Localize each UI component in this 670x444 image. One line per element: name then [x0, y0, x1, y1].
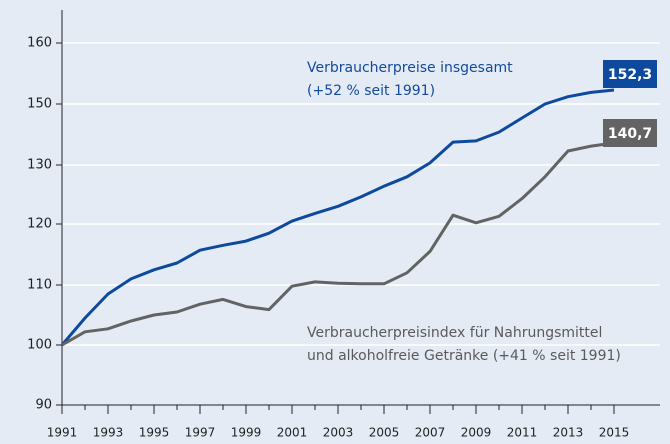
x-tick-label: 2009 [461, 426, 492, 440]
y-tick-label: 150 [27, 97, 52, 112]
annotation: (+52 % seit 1991) [307, 83, 435, 99]
series-line [60, 88, 615, 346]
x-tick-label: 2007 [415, 426, 446, 440]
x-tick-label: 1999 [231, 426, 262, 440]
y-tick-label: 100 [27, 338, 52, 353]
value-box-label: 152,3 [608, 67, 652, 83]
x-tick-label: 1991 [47, 426, 78, 440]
annotation: Verbraucherpreisindex für Nahrungsmittel [307, 325, 602, 341]
x-tick-label: 2003 [323, 426, 354, 440]
x-tick-label: 2005 [369, 426, 400, 440]
y-tick-label: 110 [27, 278, 52, 293]
x-tick-label: 2001 [277, 426, 308, 440]
x-tick-label: 1993 [93, 426, 124, 440]
y-tick-label: 160 [27, 36, 52, 51]
annotation: und alkoholfreie Getränke (+41 % seit 19… [307, 348, 621, 364]
annotation: Verbraucherpreise insgesamt [307, 60, 513, 76]
value-box [603, 60, 657, 88]
x-tick-label: 1997 [185, 426, 216, 440]
x-tick-label: 2011 [507, 426, 538, 440]
y-tick-label: 90 [35, 398, 52, 413]
x-tick-label: 2015 [599, 426, 630, 440]
x-tick-label: 2013 [553, 426, 584, 440]
y-tick-label: 120 [27, 217, 52, 232]
value-box-label: 140,7 [608, 126, 652, 142]
x-tick-label: 1995 [139, 426, 170, 440]
y-tick-label: 130 [27, 158, 52, 173]
series-line [61, 141, 615, 347]
value-box [603, 119, 657, 147]
